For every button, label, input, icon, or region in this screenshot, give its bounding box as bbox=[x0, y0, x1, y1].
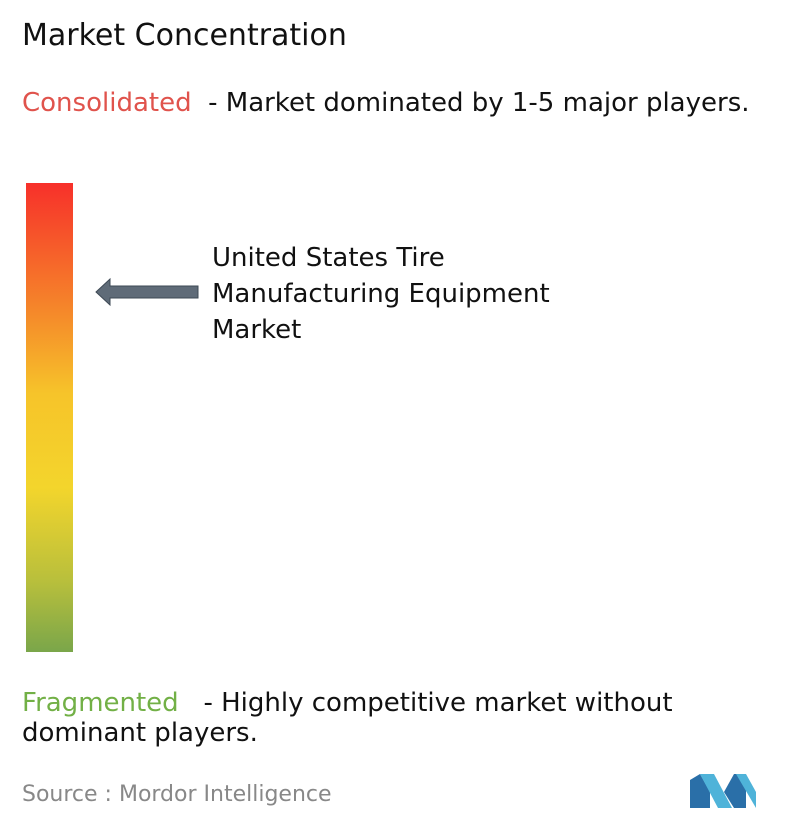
consolidated-description: - Market dominated by 1-5 major players. bbox=[208, 88, 750, 118]
source: Source : Mordor Intelligence bbox=[22, 782, 332, 807]
title: Market Concentration bbox=[22, 18, 347, 53]
consolidated-legend: Consolidated - Market dominated by 1-5 m… bbox=[22, 88, 792, 118]
fragmented-description: - Highly competitive market without domi… bbox=[22, 688, 673, 748]
consolidated-label: Consolidated bbox=[22, 88, 192, 118]
fragmented-legend: Fragmented - Highly competitive market w… bbox=[22, 688, 792, 748]
market-label: United States Tire Manufacturing Equipme… bbox=[212, 243, 550, 345]
fragmented-label: Fragmented bbox=[22, 688, 179, 718]
concentration-gradient-bar bbox=[26, 183, 73, 652]
logo bbox=[690, 774, 756, 808]
arrow bbox=[95, 277, 199, 307]
